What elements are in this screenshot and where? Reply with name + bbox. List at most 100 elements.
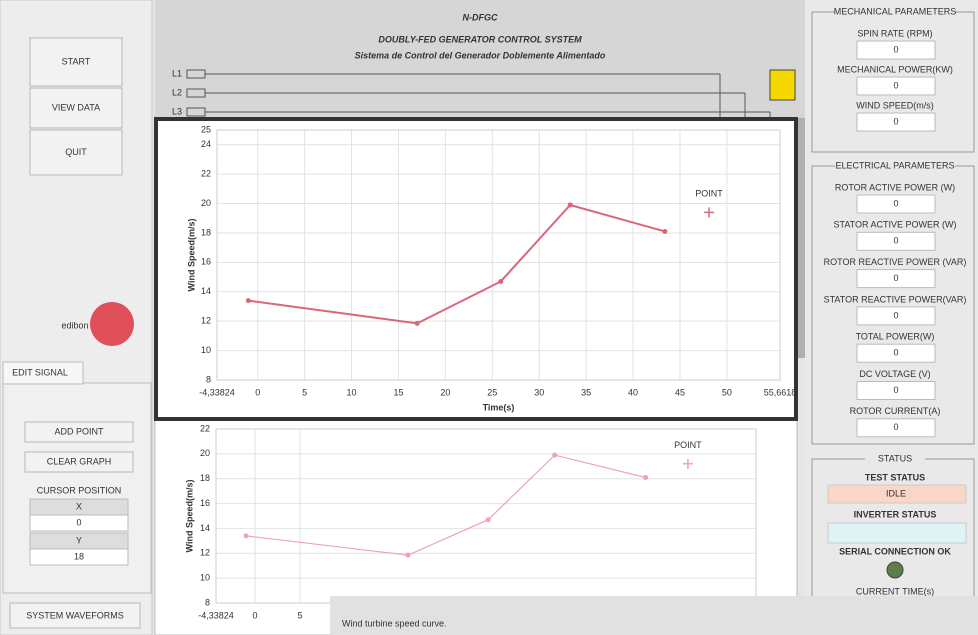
button-label: SYSTEM WAVEFORMS	[26, 610, 124, 620]
field-value: 0	[893, 385, 898, 395]
cursor-y-value: 18	[74, 551, 84, 561]
field	[856, 76, 936, 96]
button[interactable]	[9, 602, 141, 629]
field	[29, 514, 129, 532]
status-label: TEST STATUS	[865, 472, 925, 482]
button-label: VIEW DATA	[52, 102, 100, 112]
x-tick-label: 25	[487, 387, 497, 397]
x-axis-label: Time(s)	[483, 402, 515, 412]
field-value: 0	[893, 236, 898, 246]
field-value: 0	[893, 80, 898, 90]
data-point	[498, 278, 504, 284]
phase-label: L2	[172, 87, 182, 97]
x-tick-label: 0	[255, 387, 260, 397]
field-label: ROTOR REACTIVE POWER (VAR)	[824, 257, 967, 267]
field	[856, 40, 936, 60]
field-label: STATOR REACTIVE POWER(VAR)	[824, 294, 967, 304]
x-tick-label: 5	[302, 387, 307, 397]
button-label: START	[62, 56, 91, 66]
tab[interactable]	[2, 361, 84, 385]
y-tick-label: 16	[200, 498, 210, 508]
x-tick-label: 5	[298, 610, 303, 620]
app-subtitle-es: Sistema de Control del Generador Dobleme…	[355, 50, 606, 60]
field-label: MECHANICAL POWER(KW)	[837, 64, 953, 74]
data-point	[643, 474, 649, 480]
app-title: N-DFGC	[463, 12, 498, 22]
chart-panel	[154, 117, 798, 421]
field-label: ROTOR CURRENT(A)	[850, 406, 941, 416]
field	[856, 269, 936, 289]
field-label: SPIN RATE (RPM)	[857, 28, 932, 38]
button-label: ADD POINT	[54, 426, 104, 436]
data-point	[243, 533, 249, 539]
y-tick-label: 22	[201, 168, 211, 178]
app-subtitle: DOUBLY-FED GENERATOR CONTROL SYSTEM	[378, 34, 582, 44]
y-tick-label: 22	[200, 423, 210, 433]
y-axis-label: Wind Speed(m/s)	[186, 219, 196, 292]
field-label: DC VOLTAGE (V)	[859, 369, 930, 379]
group-title: MECHANICAL PARAMETERS	[834, 6, 957, 16]
serial-status: SERIAL CONNECTION OK	[839, 546, 951, 556]
x-tick-label: 40	[628, 387, 638, 397]
field-value: 0	[893, 44, 898, 54]
y-tick-label: 20	[200, 448, 210, 458]
group-title-bg	[835, 159, 955, 173]
field	[856, 343, 936, 363]
button[interactable]	[29, 129, 123, 176]
cursor-x-value: 0	[76, 517, 81, 527]
data-point	[567, 202, 573, 208]
caption: Wind turbine speed curve.	[342, 618, 447, 628]
plot-area	[216, 129, 781, 381]
field-value: 0	[893, 422, 898, 432]
x-tick-label: 45	[675, 387, 685, 397]
group-title-bg	[835, 5, 955, 19]
x-tick-label: 55,6618	[764, 387, 797, 397]
phase-label: L1	[172, 68, 182, 78]
y-tick-label: 8	[205, 597, 210, 607]
cursor-x-label: X	[76, 501, 82, 511]
x-tick-label: 10	[347, 387, 357, 397]
button-label: CLEAR GRAPH	[47, 456, 112, 466]
button[interactable]	[24, 451, 134, 473]
data-point	[552, 452, 558, 458]
field-label: ROTOR ACTIVE POWER (W)	[835, 182, 955, 192]
button-label: QUIT	[65, 147, 87, 157]
button[interactable]	[29, 87, 123, 129]
field-label: WIND SPEED(m/s)	[856, 100, 934, 110]
data-point	[245, 298, 251, 304]
field	[856, 418, 936, 438]
y-axis-label: Wind Speed(m/s)	[184, 480, 194, 553]
x-tick-label: 35	[581, 387, 591, 397]
cursor-label: POINT	[674, 440, 702, 450]
field	[856, 112, 936, 132]
warning-sign	[769, 69, 796, 101]
scrollbar	[797, 118, 805, 358]
group-title: ELECTRICAL PARAMETERS	[835, 160, 954, 170]
y-tick-label: 25	[201, 124, 211, 134]
x-tick-label: 50	[722, 387, 732, 397]
group-title-bg	[865, 452, 925, 466]
status-field	[827, 522, 967, 544]
data-point	[405, 552, 411, 558]
y-tick-label: 20	[201, 198, 211, 208]
y-tick-label: 8	[206, 374, 211, 384]
test-status: IDLE	[886, 488, 906, 498]
field-label: STATOR ACTIVE POWER (W)	[833, 220, 956, 230]
y-tick-label: 14	[201, 286, 211, 296]
field	[856, 231, 936, 251]
logo-circle	[90, 302, 134, 346]
field-value: 0	[893, 310, 898, 320]
caption-box	[330, 596, 978, 635]
header-panel	[155, 0, 805, 118]
field	[856, 381, 936, 400]
data-point	[662, 228, 668, 234]
cursor-marker	[704, 207, 715, 218]
x-tick-label: 30	[534, 387, 544, 397]
cursor-label: POINT	[695, 189, 723, 199]
current-time-label: CURRENT TIME(s)	[856, 586, 934, 596]
tab-label: EDIT SIGNAL	[12, 367, 68, 377]
y-tick-label: 14	[200, 523, 210, 533]
button[interactable]	[24, 421, 134, 443]
button[interactable]	[29, 37, 123, 87]
